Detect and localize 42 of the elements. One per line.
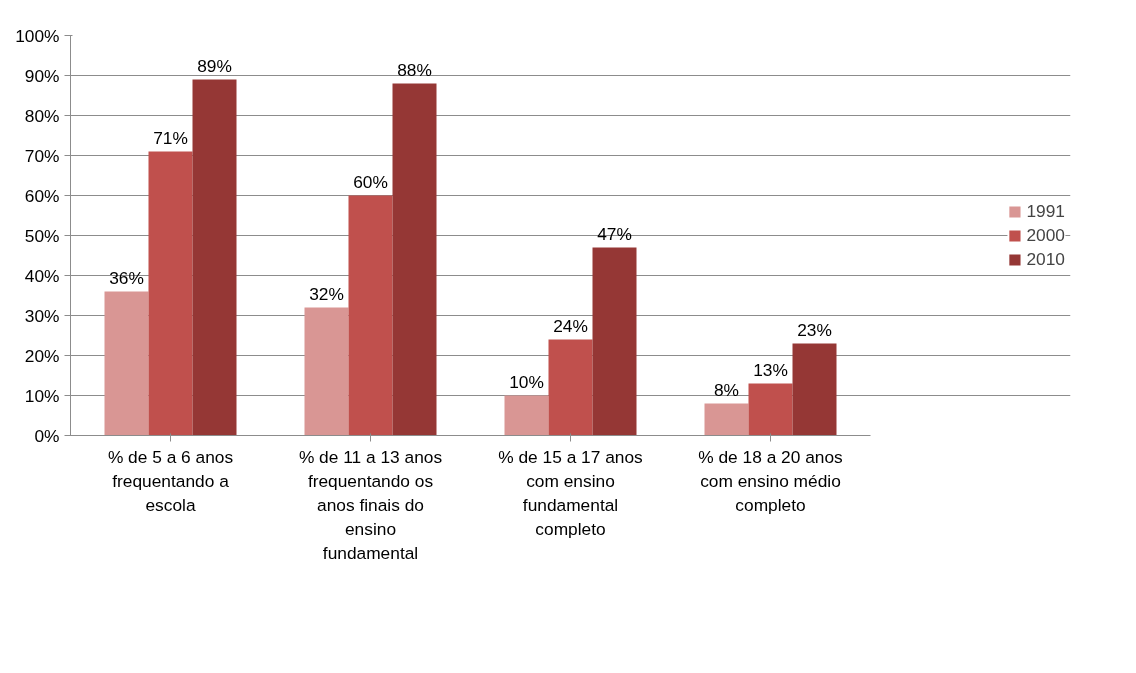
text: 23% [797,319,832,340]
y-tick-label: 90% [24,65,60,86]
text: 13% [753,359,788,380]
x-tick-label: % de 18 a 20 anos com ensino médio completo [698,446,844,515]
y-tick-label: 10% [24,385,60,406]
bar [704,403,749,436]
bar [192,79,237,436]
bar [104,291,149,436]
legend-label: 1991 [1026,200,1065,222]
text: 10% [509,371,544,392]
y-tick-label: 50% [24,225,60,246]
text: 88% [397,59,432,80]
y-tick-label: 30% [24,305,60,326]
y-tick-label: 70% [24,145,60,166]
bar [748,383,793,436]
text: 71% [153,127,188,148]
text: 24% [553,315,588,336]
bar [548,339,593,436]
x-tick-label: % de 11 a 13 anos frequentando os anos finais do ensino fundamental [298,446,443,563]
text: 89% [197,55,232,76]
bar [504,395,549,436]
legend-label: 2010 [1026,248,1065,270]
y-tick-label: 20% [24,345,60,366]
bar [392,83,437,436]
bar [348,195,393,436]
bar [792,343,837,436]
x-tick-label: % de 15 a 17 anos com ensino fundamental completo [498,446,644,539]
y-tick-label: 100% [15,25,60,46]
y-tick-label: 0% [34,425,60,446]
bar [592,247,637,436]
x-tick-label: % de 5 a 6 anos frequentando a escola [107,446,234,515]
y-tick-label: 60% [24,185,60,206]
text: 8% [713,379,740,400]
bar [148,151,193,436]
text: 47% [597,223,632,244]
text: 36% [109,267,144,288]
y-tick-label: 40% [24,265,60,286]
bar [304,307,349,436]
legend-label: 2000 [1026,224,1065,246]
y-tick-label: 80% [24,105,60,126]
text: 32% [309,283,344,304]
text: 60% [353,171,388,192]
